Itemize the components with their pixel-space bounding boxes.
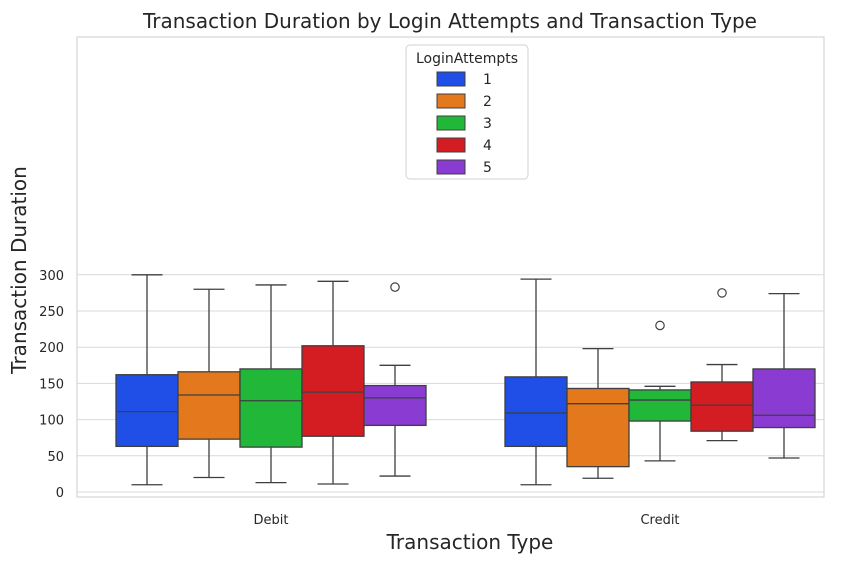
x-tick-label: Credit bbox=[640, 513, 679, 528]
y-axis-label: Transaction Duration bbox=[7, 166, 31, 375]
legend-item-1: 1 bbox=[436, 71, 492, 88]
legend-swatch bbox=[436, 93, 466, 109]
legend-item-3: 3 bbox=[436, 115, 492, 132]
box-credit-4 bbox=[690, 288, 754, 442]
grid-lines bbox=[77, 274, 824, 493]
legend-label: 2 bbox=[483, 94, 492, 110]
box-credit-5 bbox=[752, 292, 816, 459]
legend-item-4: 4 bbox=[436, 137, 492, 154]
x-tick-label: Debit bbox=[254, 513, 289, 528]
chart-title: Transaction Duration by Login Attempts a… bbox=[142, 9, 757, 33]
y-tick-label: 100 bbox=[39, 414, 64, 429]
iqr-box bbox=[566, 387, 630, 468]
iqr-box bbox=[504, 376, 568, 448]
legend-swatch bbox=[436, 115, 466, 131]
iqr-box bbox=[363, 384, 427, 427]
box-debit-1 bbox=[115, 274, 179, 486]
y-tick-label: 0 bbox=[56, 486, 64, 501]
legend-swatch bbox=[436, 137, 466, 153]
iqr-box bbox=[628, 389, 692, 422]
iqr-box bbox=[177, 371, 241, 440]
y-tick-label: 250 bbox=[39, 305, 64, 320]
outlier-point bbox=[390, 282, 400, 292]
legend-item-5: 5 bbox=[436, 159, 492, 176]
legend-item-2: 2 bbox=[436, 93, 492, 110]
outlier-point bbox=[655, 320, 665, 331]
legend-label: 5 bbox=[483, 160, 492, 176]
y-tick-label: 50 bbox=[47, 450, 64, 465]
box-debit-5 bbox=[363, 282, 427, 477]
box-debit-4 bbox=[301, 280, 365, 485]
y-tick-label: 200 bbox=[39, 341, 64, 356]
box-series bbox=[115, 274, 816, 486]
x-axis-label: Transaction Type bbox=[386, 530, 554, 554]
outlier-point bbox=[717, 288, 727, 298]
iqr-box bbox=[752, 368, 816, 429]
box-debit-2 bbox=[177, 288, 241, 479]
legend-swatch bbox=[436, 71, 466, 87]
legend-items: 1 2 3 4 5 bbox=[436, 71, 492, 176]
legend: LoginAttempts 1 2 3 4 5 bbox=[405, 44, 529, 180]
y-tick-label: 300 bbox=[39, 269, 64, 284]
legend-label: 1 bbox=[483, 72, 492, 88]
box-credit-2 bbox=[566, 347, 630, 479]
y-tick-labels: 0 50 100 150 200 250 300 bbox=[39, 269, 64, 501]
iqr-box bbox=[115, 374, 179, 448]
iqr-box bbox=[301, 345, 365, 437]
box-credit-3 bbox=[628, 320, 692, 462]
legend-label: 4 bbox=[483, 138, 492, 154]
legend-swatch bbox=[436, 159, 466, 175]
y-tick-label: 150 bbox=[39, 377, 64, 392]
legend-label: 3 bbox=[483, 116, 492, 132]
x-tick-labels: Debit Credit bbox=[254, 513, 680, 528]
iqr-box bbox=[239, 368, 303, 448]
box-credit-1 bbox=[504, 278, 568, 486]
legend-title: LoginAttempts bbox=[416, 51, 518, 67]
iqr-box bbox=[690, 381, 754, 432]
